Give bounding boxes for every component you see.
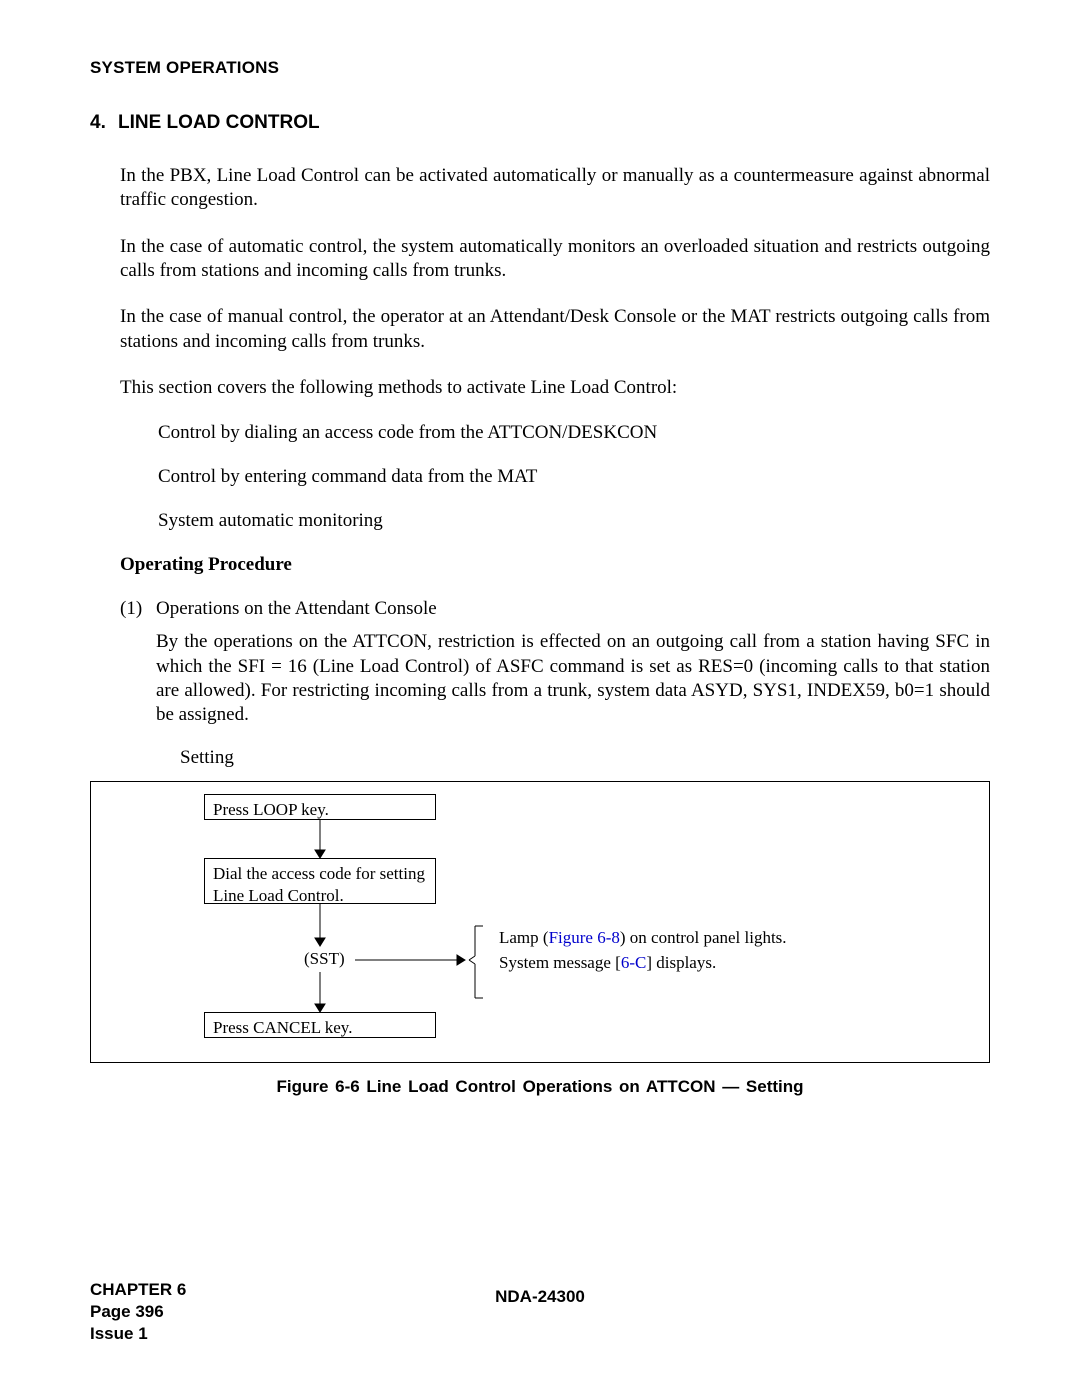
procedure-number: (1) (120, 598, 156, 620)
setting-label: Setting (180, 747, 990, 769)
section-heading: 4.LINE LOAD CONTROL (90, 112, 990, 134)
figure-box: Press LOOP key. Dial the access code for… (90, 781, 990, 1063)
section-title: LINE LOAD CONTROL (118, 112, 320, 133)
footer-chapter: CHAPTER 6 (90, 1279, 186, 1301)
footer-page: Page 396 (90, 1301, 186, 1323)
bullet-item: Control by entering command data from th… (158, 466, 990, 488)
bullet-item: Control by dialing an access code from t… (158, 422, 990, 444)
page-header: SYSTEM OPERATIONS (90, 58, 990, 78)
subheading: Operating Procedure (120, 554, 990, 576)
procedure-title: Operations on the Attendant Console (156, 598, 990, 620)
paragraph: In the case of automatic control, the sy… (120, 235, 990, 284)
procedure-description: By the operations on the ATTCON, restric… (156, 630, 990, 727)
procedure-item: (1) Operations on the Attendant Console (120, 598, 990, 620)
bullet-item: System automatic monitoring (158, 510, 990, 532)
page: SYSTEM OPERATIONS 4.LINE LOAD CONTROL In… (0, 0, 1080, 1397)
flow-connectors (91, 782, 989, 1062)
paragraph: This section covers the following method… (120, 376, 990, 400)
paragraph: In the PBX, Line Load Control can be act… (120, 164, 990, 213)
paragraph: In the case of manual control, the opera… (120, 305, 990, 354)
bullet-list: Control by dialing an access code from t… (158, 422, 990, 532)
footer-issue: Issue 1 (90, 1323, 186, 1345)
figure-caption: Figure 6-6 Line Load Control Operations … (90, 1077, 990, 1097)
footer-block: CHAPTER 6 Page 396 Issue 1 (90, 1279, 186, 1345)
section-number: 4. (90, 112, 118, 134)
